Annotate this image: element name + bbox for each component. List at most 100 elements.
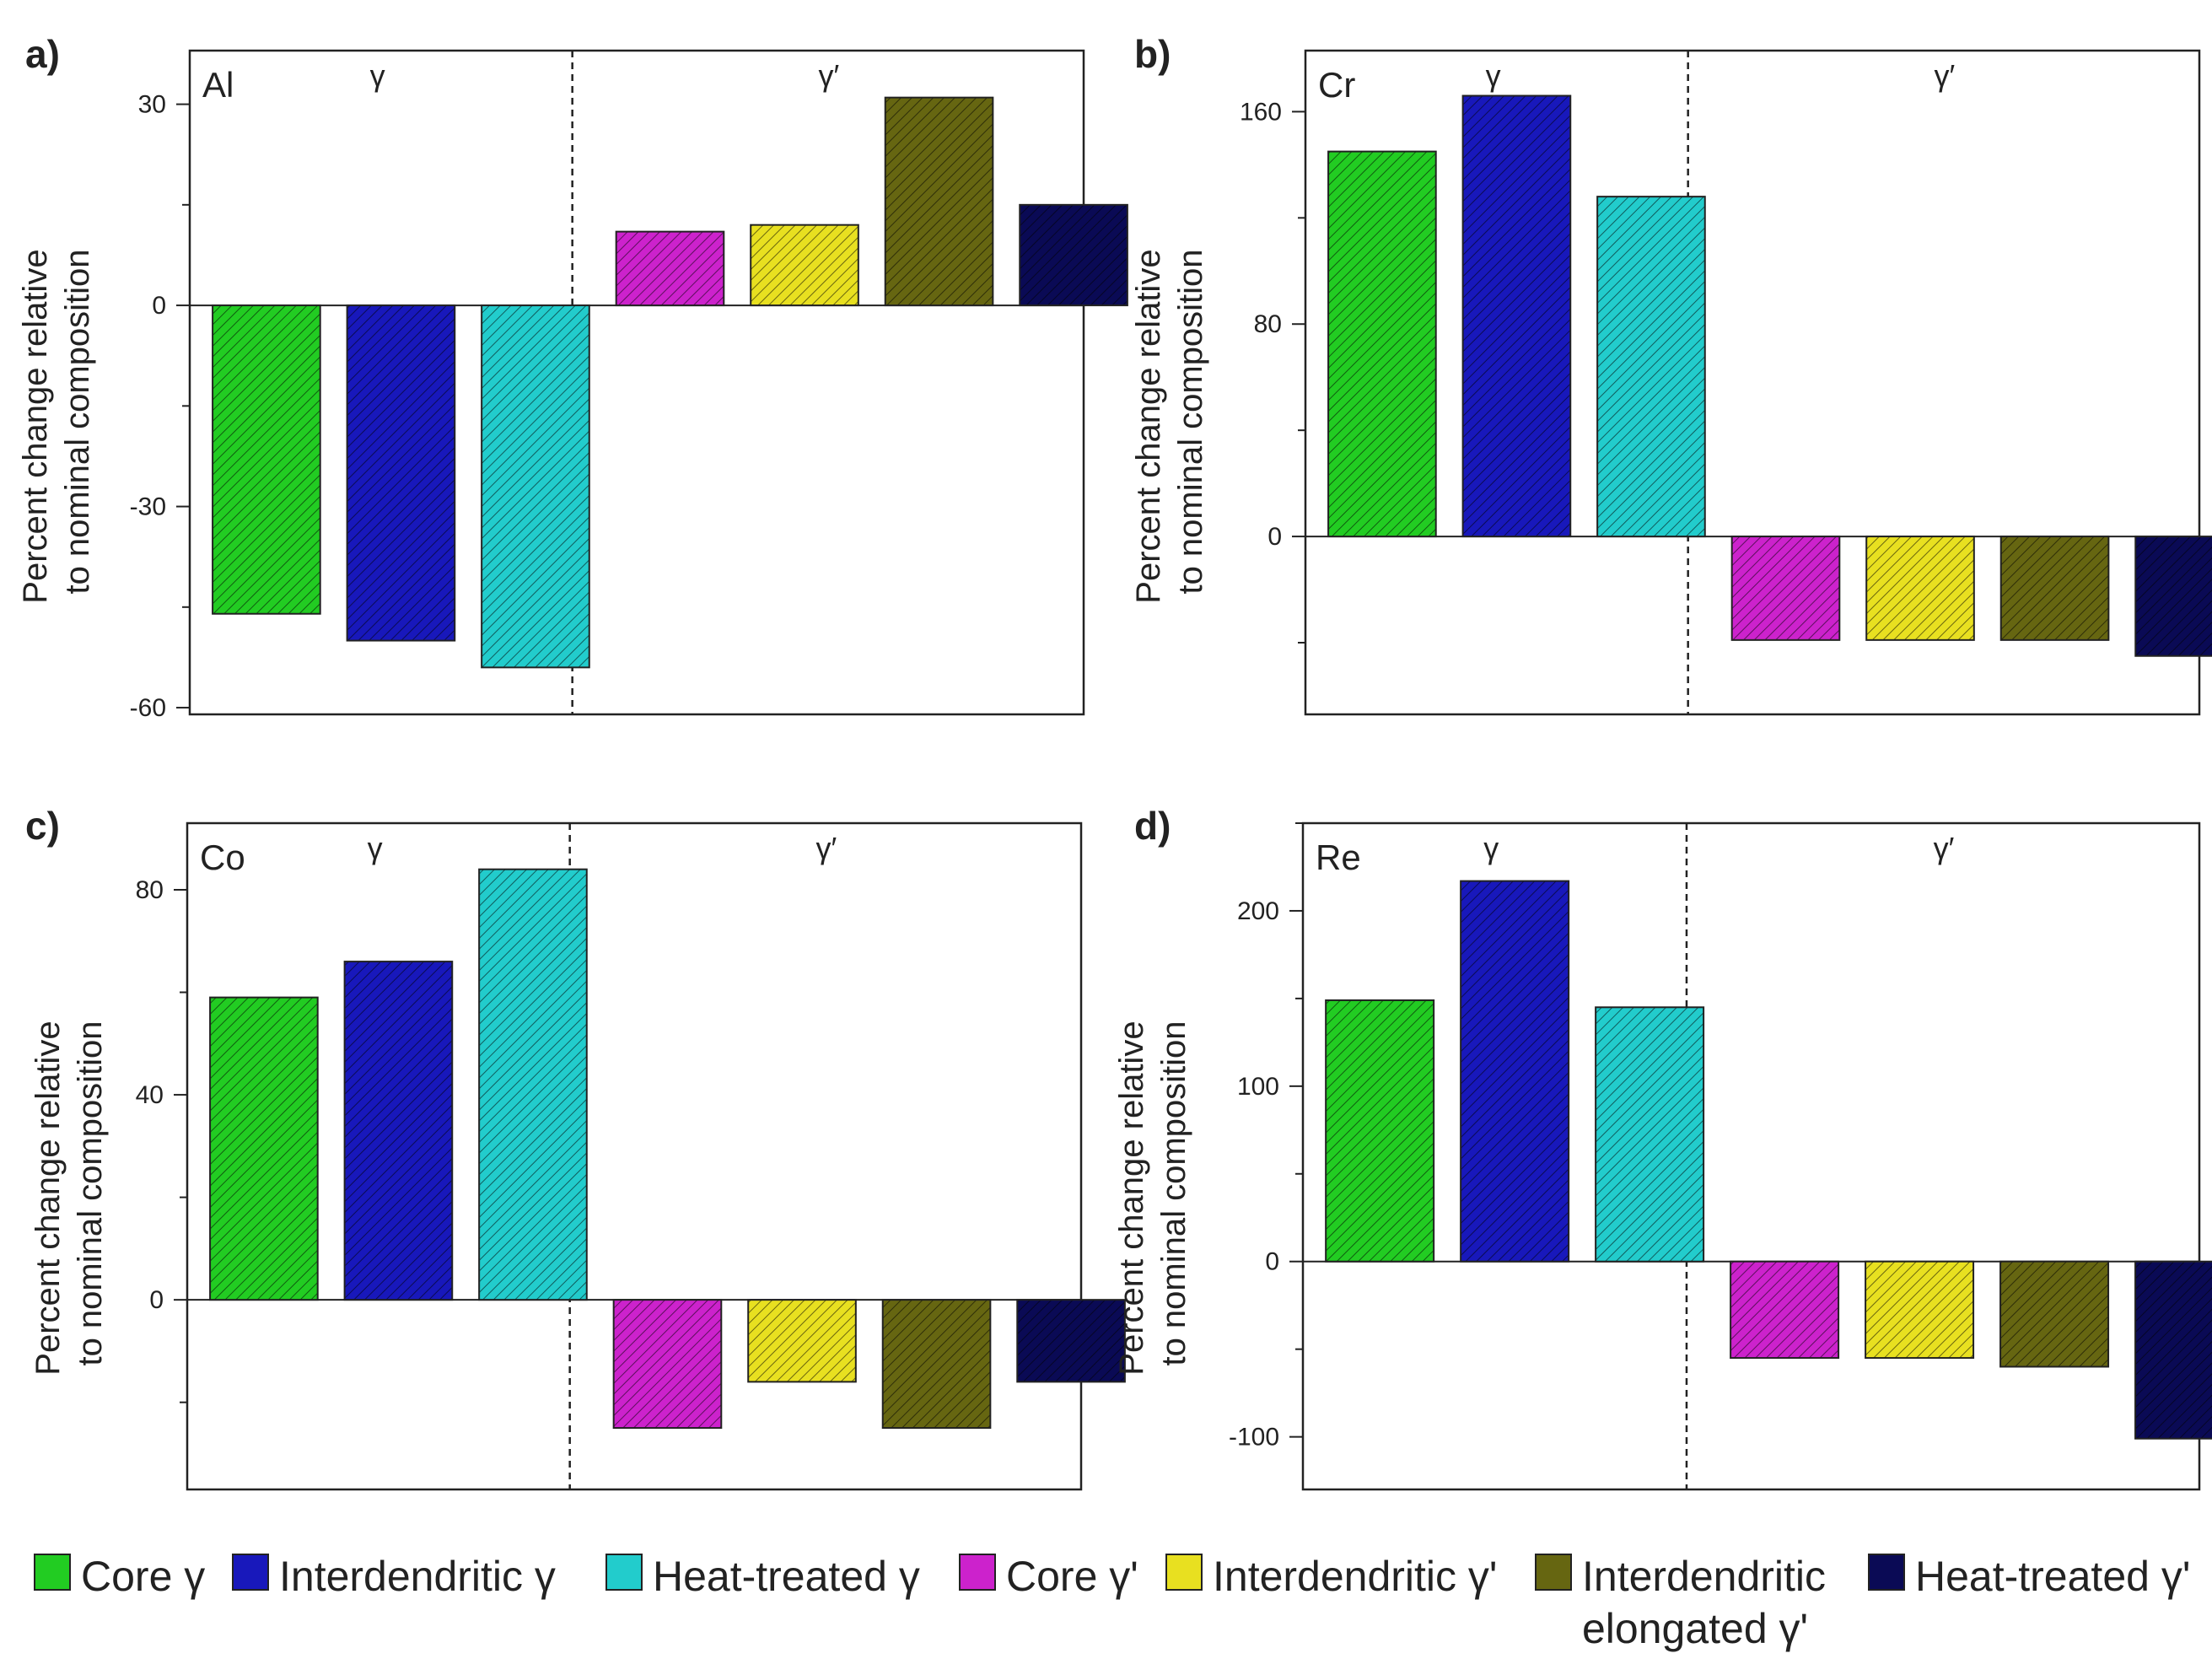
legend-item-heat-treated-gamma-prime: Heat-treated γ' [1868,1550,2190,1602]
legend-swatch [1868,1554,1905,1591]
bar [1999,1260,2110,1368]
element-label: Al [202,65,234,105]
legend-label: Interdendritic γ [279,1553,556,1600]
legend-item-core-gamma-prime: Core γ' [959,1550,1138,1602]
gamma-label: γ [1486,58,1501,93]
legend-item-interdendritic-gamma-prime: Interdendritic γ' [1165,1550,1497,1602]
gamma-prime-label: γ′ [819,58,840,93]
panel-label: d) [1134,804,1171,848]
bar [1865,1260,1975,1360]
panel-label: c) [25,804,60,848]
panel-c: c) Co γ γ′ Percent change relative to no… [25,804,1126,1491]
bar [1730,1260,1840,1360]
plot-frame [188,49,1085,716]
legend-swatch [605,1554,643,1591]
y-axis-label-line-1: Percent change relative [1113,1021,1150,1375]
bar [884,96,994,307]
gamma-label: γ [368,831,383,865]
bar [481,304,590,669]
y-tick-label: -100 [1229,1424,1279,1451]
legend-label: Heat-treated γ' [1915,1553,2191,1600]
element-label: Co [200,838,245,877]
legend-item-interdendritic-gamma: Interdendritic γ [232,1550,556,1602]
y-tick-label: 40 [136,1081,164,1109]
plot-frame [186,821,1083,1491]
y-tick-label: 100 [1237,1073,1279,1101]
panel-d: d) Re γ γ′ Percent change relative to no… [1113,804,2212,1491]
y-tick-label: 0 [1265,1248,1279,1276]
plot-frame [1304,49,2201,716]
bar [212,304,321,615]
y-axis-label-line-2: to nominal composition [59,249,96,594]
legend-swatch [1535,1554,1572,1591]
y-axis-label-line-1: Percent change relative [1130,249,1167,603]
legend-item-core-gamma: Core γ [34,1550,205,1602]
legend-swatch [959,1554,996,1591]
legend-label: Core γ' [1006,1553,1138,1600]
bar [747,1299,857,1383]
bar [615,230,725,307]
legend-label: Heat-treated γ [653,1553,920,1600]
bar [1019,203,1128,307]
bar [612,1299,723,1430]
gamma-prime-label: γ′ [1935,58,1956,93]
y-axis-label-line-2: to nominal composition [1155,1021,1192,1365]
plot-frame [1301,821,2201,1491]
bar [1596,196,1706,538]
y-tick-label: 200 [1237,897,1279,925]
legend-label: Core γ [81,1553,206,1600]
y-tick-label: 30 [138,91,166,119]
bar [2134,1260,2212,1440]
y-tick-label: -60 [130,694,166,722]
legend: Core γ Interdendritic γ Heat-treated γ C… [25,1543,2209,1670]
y-tick-label: 160 [1240,98,1282,126]
bar [478,868,588,1301]
legend-label: Interdendritic γ' [1213,1553,1498,1600]
gamma-label: γ [1483,831,1499,865]
bar [346,304,456,642]
gamma-label: γ [370,58,385,93]
y-tick-label: -30 [130,493,166,521]
panel-label: a) [25,32,60,76]
legend-swatch [232,1554,269,1591]
y-axis-label-line-1: Percent change relative [17,249,54,603]
y-tick-label: 80 [1254,310,1282,338]
y-tick-label: 80 [136,876,164,904]
gamma-prime-label: γ′ [1934,831,1955,865]
bar [750,224,859,307]
legend-swatch [1165,1554,1203,1591]
element-label: Re [1316,838,1361,877]
legend-item-interdendritic-elongated-gamma-prime: Interdendritic elongated γ' [1535,1550,1826,1655]
bar [881,1299,992,1430]
legend-item-heat-treated-gamma: Heat-treated γ [605,1550,920,1602]
y-axis-label: Percent change relative to nominal compo… [1130,240,1209,603]
panel-a: a) Al γ γ′ Percent change relative to no… [17,32,1128,722]
y-axis-label: Percent change relative to nominal compo… [17,240,96,603]
bar [1016,1299,1126,1383]
y-axis-label: Percent change relative to nominal compo… [30,1011,109,1375]
panel-label: b) [1134,32,1171,76]
y-tick-label: 0 [149,1286,164,1314]
bar [343,961,454,1301]
bar [1325,999,1435,1263]
gamma-prime-label: γ′ [816,831,837,865]
y-tick-label: 0 [1267,523,1282,551]
bar [1327,150,1437,538]
bar [1999,536,2110,641]
y-tick-label: 0 [152,292,166,320]
y-axis-label-line-2: to nominal composition [72,1021,109,1365]
bar [1460,880,1570,1263]
bar [1595,1006,1705,1263]
legend-label: Interdendritic elongated γ' [1582,1553,1827,1652]
y-axis-label-line-1: Percent change relative [30,1021,67,1375]
bar [1461,94,1572,538]
element-label: Cr [1318,65,1355,105]
bar [1865,536,1975,641]
panel-b: b) Cr γ γ′ Percent change relative to no… [1130,32,2212,716]
y-axis-label-line-2: to nominal composition [1172,249,1209,594]
bar [1730,536,1841,641]
y-axis-label: Percent change relative to nominal compo… [1113,1011,1192,1375]
bar [2134,536,2212,657]
bar [209,996,319,1301]
